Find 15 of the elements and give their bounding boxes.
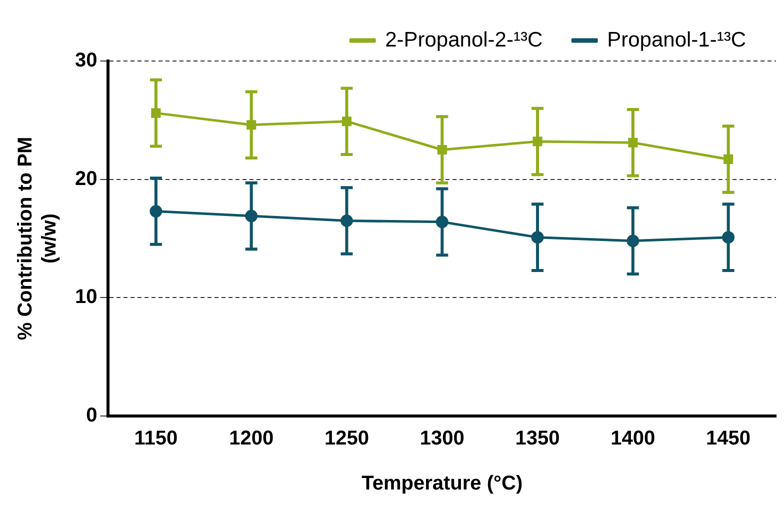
legend-label: Propanol-1-¹³C [607, 28, 746, 52]
y-tick-label: 30 [74, 50, 98, 72]
y-tick-label: 0 [86, 404, 98, 427]
x-tick-label: 1250 [324, 428, 369, 450]
x-tick-label: 1150 [134, 428, 178, 450]
y-tick-label: 20 [74, 168, 98, 190]
x-tick-label: 1300 [420, 428, 464, 450]
x-tick-label: 1400 [610, 428, 656, 450]
x-tick-label: 1450 [706, 428, 751, 450]
x-tick-label: 1350 [515, 428, 560, 450]
legend-label: 2-Propanol-2-¹³C [385, 28, 543, 52]
x-axis-title: Temperature (°C) [362, 472, 523, 495]
y-axis-title: % Contribution to PM (w/w) [14, 136, 61, 340]
x-tick-label: 1200 [229, 428, 274, 450]
y-tick-label: 10 [74, 286, 98, 308]
